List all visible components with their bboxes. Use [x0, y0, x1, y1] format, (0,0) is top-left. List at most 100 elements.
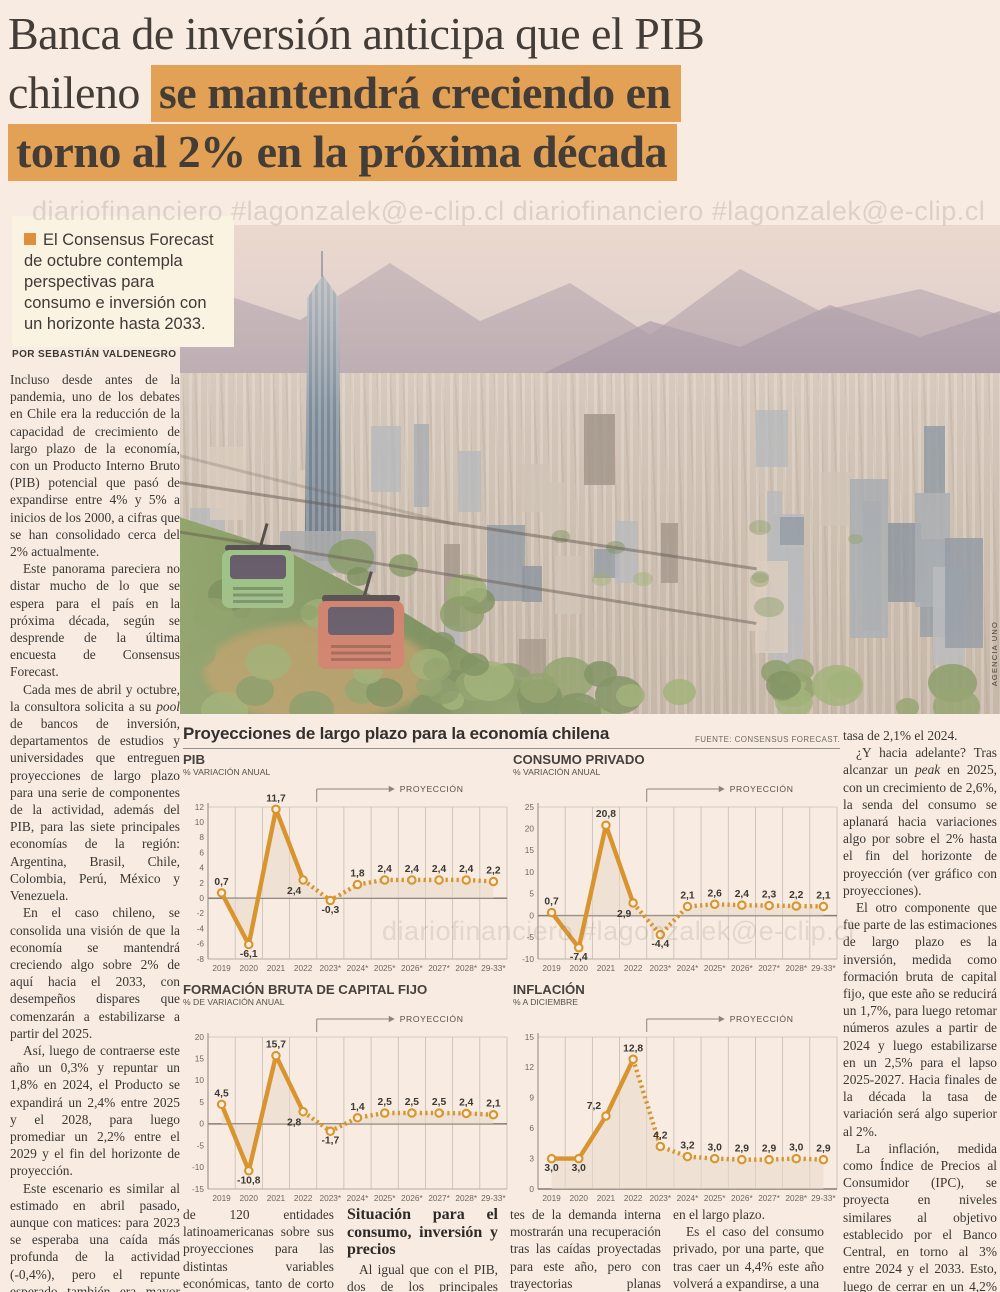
city-photo: AGENCIA UNO [180, 225, 1000, 714]
svg-text:0: 0 [529, 910, 534, 920]
tree [460, 653, 489, 676]
paragraph: Incluso desde antes de la pandemia, uno … [10, 372, 180, 560]
svg-text:20: 20 [525, 824, 535, 834]
headline-line-1: Banca de inversión anticipa que el PIB [8, 4, 994, 63]
svg-text:2,4: 2,4 [287, 886, 302, 897]
svg-text:2028*: 2028* [785, 963, 807, 973]
tree [663, 679, 696, 706]
svg-text:2,5: 2,5 [405, 1097, 420, 1108]
svg-text:7,2: 7,2 [587, 1101, 602, 1112]
svg-text:10: 10 [525, 867, 535, 877]
article-column-left: Incluso desde antes de la pandemia, uno … [10, 371, 180, 1292]
svg-text:4,2: 4,2 [653, 1130, 668, 1141]
svg-text:-4: -4 [197, 923, 205, 933]
headline-text-plain: chileno [8, 67, 151, 118]
svg-text:2,5: 2,5 [432, 1097, 447, 1108]
svg-text:2022: 2022 [294, 1193, 313, 1203]
svg-text:2,1: 2,1 [680, 890, 695, 901]
paragraph: de 120 entidades latinoamericanas sobre … [183, 1207, 334, 1291]
svg-text:29-33*: 29-33* [481, 963, 506, 973]
svg-text:PROYECCIÓN: PROYECCIÓN [400, 784, 464, 794]
paragraph: en el largo plazo. [673, 1207, 765, 1222]
tree [584, 660, 617, 687]
trees [180, 225, 1000, 714]
paragraph-text: ¿Y hacia adelante? Tras alcanzar un [843, 745, 997, 778]
svg-text:2020: 2020 [240, 963, 259, 973]
chart-subtitle: % VARIACIÓN ANUAL [183, 767, 271, 777]
svg-text:2021: 2021 [267, 1193, 286, 1203]
paragraph-text: en 2025, con un crecimiento de 2,6%, la … [843, 762, 997, 898]
svg-text:10: 10 [195, 1075, 205, 1085]
svg-text:2027*: 2027* [428, 963, 450, 973]
svg-text:2,2: 2,2 [486, 865, 501, 876]
svg-text:2026*: 2026* [401, 1193, 423, 1203]
paragraph: Este escenario es similar al estimado en… [10, 1180, 180, 1292]
svg-text:2,1: 2,1 [486, 1099, 501, 1110]
chart-formacion-bruta-capital-fijo: FORMACIÓN BRUTA DE CAPITAL FIJO % DE VAR… [183, 983, 510, 1207]
headline-line-3: torno al 2% en la próxima década [8, 122, 994, 181]
article-column-bottom-4: en el largo plazo. Es el caso del consum… [673, 1206, 824, 1292]
chart-consumo-plot: 25 20 15 10 5 0 -5 -10 PROYECCIÓN 0,7 -7,4 20,8 2,9 -… [522, 784, 838, 973]
svg-text:0,7: 0,7 [544, 897, 559, 908]
svg-text:2,8: 2,8 [287, 1118, 302, 1129]
svg-text:-4,4: -4,4 [651, 939, 669, 950]
svg-text:3,0: 3,0 [544, 1163, 559, 1174]
svg-text:3: 3 [529, 1153, 534, 1163]
tree [615, 683, 645, 707]
chart-subtitle: % VARIACIÓN ANUAL [513, 767, 601, 777]
tree [422, 658, 452, 682]
article-column-right: tasa de 2,1% el 2024. ¿Y hacia adelante?… [843, 727, 997, 1292]
tree [632, 571, 653, 586]
cabin-body [318, 601, 404, 669]
paragraph-text: Cada mes de abril y octubre, la consulto… [10, 681, 180, 714]
byline: POR SEBASTIÁN VALDENEGRO [12, 349, 177, 360]
paragraph: Es el caso del consumo privado, por una … [673, 1224, 824, 1291]
svg-text:-1,7: -1,7 [321, 1136, 339, 1147]
svg-text:2,4: 2,4 [459, 1097, 474, 1108]
svg-text:0: 0 [529, 1184, 534, 1194]
svg-text:2028*: 2028* [785, 1193, 807, 1203]
svg-text:2023*: 2023* [649, 1193, 671, 1203]
charts-grid: PIB % VARIACIÓN ANUAL 12 10 8 6 4 2 0 -2 -4 -6 -8 P… [183, 753, 840, 1207]
svg-text:8: 8 [199, 832, 204, 842]
tree [748, 519, 771, 536]
tree [245, 643, 291, 681]
svg-text:2026*: 2026* [731, 1193, 753, 1203]
chart-title: PIB [183, 752, 205, 767]
svg-text:3,0: 3,0 [572, 1163, 587, 1174]
svg-text:-6,1: -6,1 [240, 949, 258, 960]
svg-text:2022: 2022 [294, 963, 313, 973]
paragraph: Al igual que con el PIB, dos de los prin… [347, 1261, 498, 1292]
paragraph: Este panorama pareciera no distar mucho … [10, 561, 180, 680]
svg-text:2021: 2021 [597, 963, 616, 973]
chart-inflacion-plot: 15 12 9 6 3 0 PROYECCIÓN 3,0 3,0 7,2 12,8 4,2 3,2 3,0… [525, 1014, 838, 1203]
svg-text:PROYECCIÓN: PROYECCIÓN [730, 784, 794, 794]
svg-text:-15: -15 [192, 1184, 204, 1194]
svg-text:15,7: 15,7 [266, 1040, 286, 1051]
svg-text:3,2: 3,2 [680, 1141, 695, 1152]
svg-text:2,9: 2,9 [816, 1144, 831, 1155]
headline-text-highlight: torno al 2% en la próxima década [8, 124, 677, 181]
svg-text:1,8: 1,8 [350, 869, 365, 880]
svg-text:2019: 2019 [212, 1193, 231, 1203]
tree [895, 698, 919, 714]
svg-text:29-33*: 29-33* [811, 1193, 836, 1203]
svg-text:2,2: 2,2 [789, 890, 804, 901]
cabin-window [230, 555, 286, 579]
tree [750, 573, 769, 587]
chart-inflacion: INFLACIÓN % A DICIEMBRE 15 12 9 6 3 0 PROYECCI… [513, 983, 840, 1207]
svg-text:10: 10 [195, 817, 205, 827]
paragraph-italic: pool [156, 698, 180, 714]
svg-text:PROYECCIÓN: PROYECCIÓN [730, 1014, 794, 1024]
tree [235, 676, 274, 707]
svg-text:2024*: 2024* [347, 963, 369, 973]
svg-text:2023*: 2023* [319, 963, 341, 973]
svg-text:2,9: 2,9 [762, 1144, 777, 1155]
svg-text:5: 5 [529, 889, 534, 899]
svg-text:15: 15 [525, 845, 535, 855]
svg-text:2027*: 2027* [758, 963, 780, 973]
svg-text:2,4: 2,4 [432, 864, 447, 875]
headline-text-highlight: se mantendrá creciendo en [150, 65, 681, 122]
svg-text:2025*: 2025* [374, 1193, 396, 1203]
svg-text:3,0: 3,0 [789, 1143, 804, 1154]
